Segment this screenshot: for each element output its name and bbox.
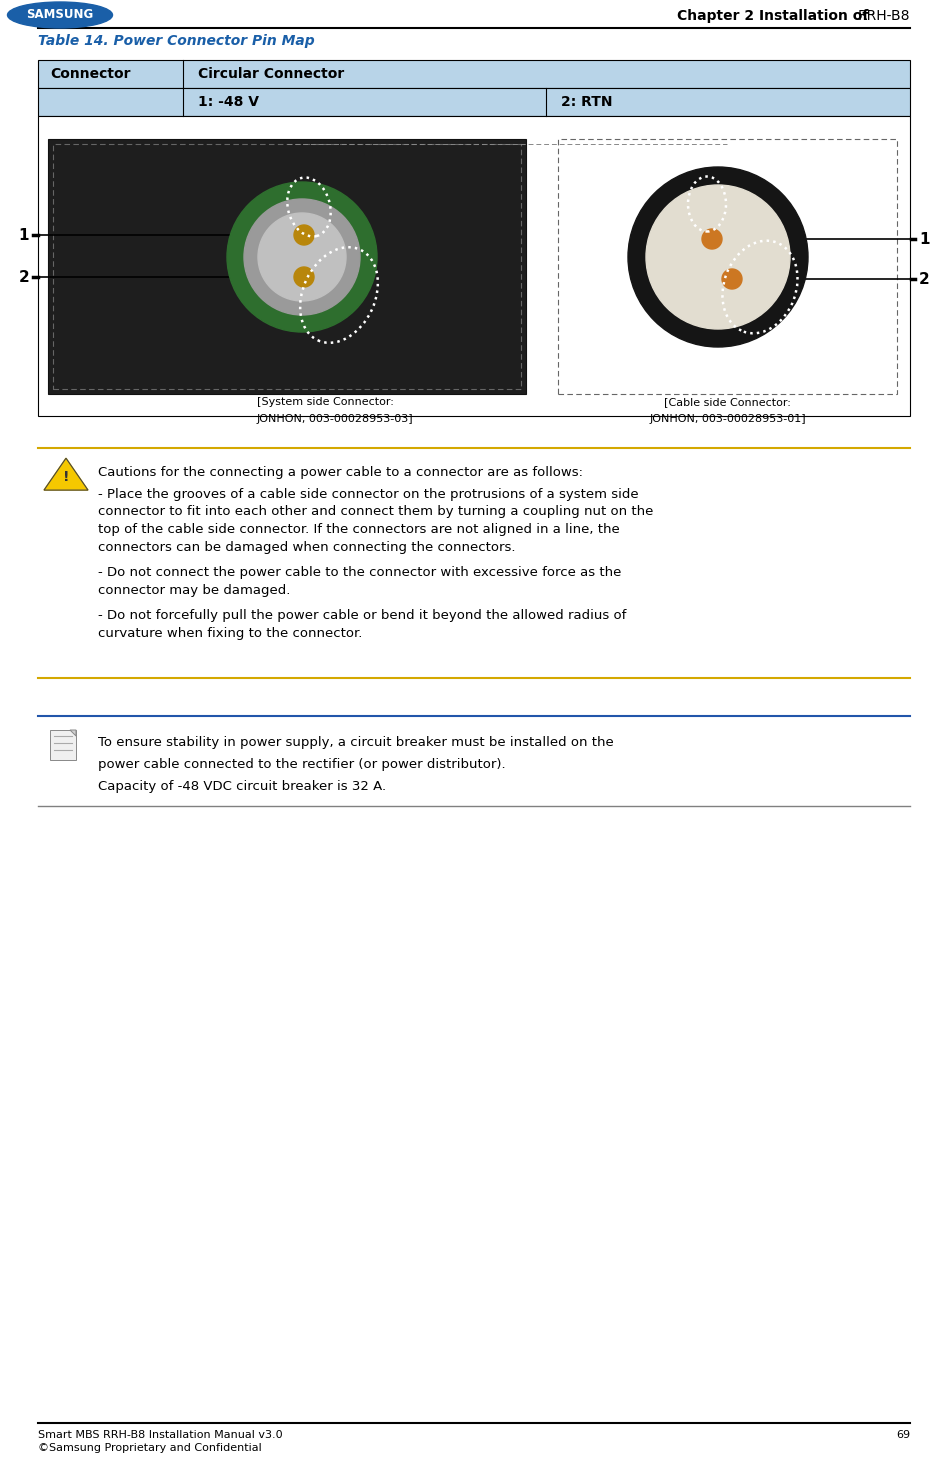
Text: connector may be damaged.: connector may be damaged. xyxy=(98,584,290,597)
Text: Capacity of -48 VDC circuit breaker is 32 A.: Capacity of -48 VDC circuit breaker is 3… xyxy=(98,780,386,794)
Text: Circular Connector: Circular Connector xyxy=(198,67,344,81)
Bar xyxy=(558,139,897,395)
Ellipse shape xyxy=(8,1,113,28)
Text: - Do not forcefully pull the power cable or bend it beyond the allowed radius of: - Do not forcefully pull the power cable… xyxy=(98,609,627,622)
Circle shape xyxy=(244,200,360,315)
Text: 1: -48 V: 1: -48 V xyxy=(198,95,259,109)
Text: [Cable side Connector:: [Cable side Connector: xyxy=(664,398,791,406)
Circle shape xyxy=(628,167,808,347)
Text: connectors can be damaged when connecting the connectors.: connectors can be damaged when connectin… xyxy=(98,541,516,553)
Text: 2: 2 xyxy=(18,269,29,284)
Text: - Do not connect the power cable to the connector with excessive force as the: - Do not connect the power cable to the … xyxy=(98,566,621,579)
Circle shape xyxy=(294,225,314,245)
Text: 1: 1 xyxy=(919,232,929,247)
Circle shape xyxy=(294,268,314,287)
Text: 1: 1 xyxy=(19,228,29,242)
Bar xyxy=(50,730,76,760)
Text: SAMSUNG: SAMSUNG xyxy=(27,9,94,22)
Text: Connector: Connector xyxy=(50,67,131,81)
Bar xyxy=(38,89,910,115)
Bar xyxy=(53,143,521,389)
Circle shape xyxy=(722,269,742,290)
Text: curvature when fixing to the connector.: curvature when fixing to the connector. xyxy=(98,627,362,640)
Text: Chapter 2 Installation of: Chapter 2 Installation of xyxy=(677,9,873,24)
Text: power cable connected to the rectifier (or power distributor).: power cable connected to the rectifier (… xyxy=(98,758,505,772)
Text: - Place the grooves of a cable side connector on the protrusions of a system sid: - Place the grooves of a cable side conn… xyxy=(98,488,639,501)
Text: Smart MBS RRH-B8 Installation Manual v3.0: Smart MBS RRH-B8 Installation Manual v3.… xyxy=(38,1431,283,1440)
Text: !: ! xyxy=(63,470,69,483)
Text: To ensure stability in power supply, a circuit breaker must be installed on the: To ensure stability in power supply, a c… xyxy=(98,736,613,749)
Text: RRH-B8: RRH-B8 xyxy=(858,9,910,24)
Text: 69: 69 xyxy=(896,1431,910,1440)
Text: Table 14. Power Connector Pin Map: Table 14. Power Connector Pin Map xyxy=(38,34,315,47)
Text: Cautions for the connecting a power cable to a connector are as follows:: Cautions for the connecting a power cabl… xyxy=(98,466,583,479)
Text: connector to fit into each other and connect them by turning a coupling nut on t: connector to fit into each other and con… xyxy=(98,505,653,519)
Bar xyxy=(38,61,910,89)
Bar xyxy=(38,115,910,415)
Circle shape xyxy=(702,229,722,248)
Text: top of the cable side connector. If the connectors are not aligned in a line, th: top of the cable side connector. If the … xyxy=(98,523,620,537)
Polygon shape xyxy=(44,458,88,491)
Circle shape xyxy=(258,213,346,302)
Text: JONHON, 003-00028953-03]: JONHON, 003-00028953-03] xyxy=(257,414,413,424)
Circle shape xyxy=(227,182,377,333)
Polygon shape xyxy=(70,730,76,736)
Circle shape xyxy=(646,185,790,330)
Bar xyxy=(48,139,526,395)
Text: 2: 2 xyxy=(919,272,930,287)
Text: [System side Connector:: [System side Connector: xyxy=(257,398,393,406)
Text: ©Samsung Proprietary and Confidential: ©Samsung Proprietary and Confidential xyxy=(38,1443,262,1453)
Text: 2: RTN: 2: RTN xyxy=(561,95,612,109)
Text: JONHON, 003-00028953-01]: JONHON, 003-00028953-01] xyxy=(649,414,806,424)
